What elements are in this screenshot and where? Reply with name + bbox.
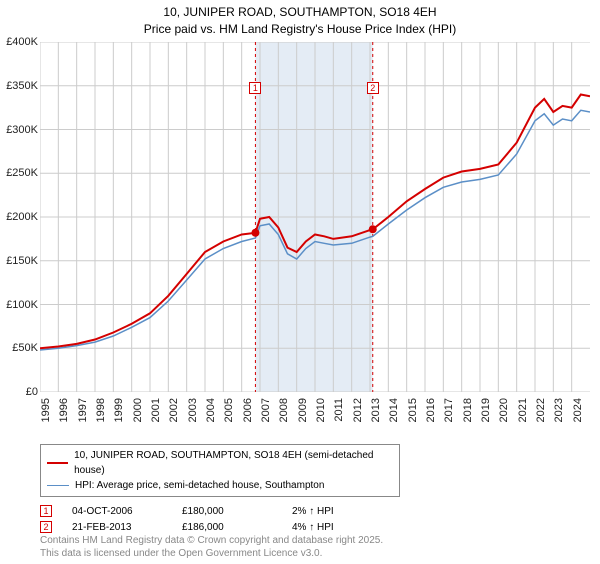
legend-swatch [47,485,69,486]
x-tick-label: 2006 [242,398,254,422]
attribution-text: Contains HM Land Registry data © Crown c… [40,534,383,560]
title-line-1: 10, JUNIPER ROAD, SOUTHAMPTON, SO18 4EH [0,4,600,21]
x-tick-label: 2023 [553,398,565,422]
sale-delta: 4% ↑ HPI [292,522,382,533]
sales-table-row: 2 21-FEB-2013 £186,000 4% ↑ HPI [40,521,590,533]
x-tick-label: 2009 [297,398,309,422]
x-tick-label: 1996 [58,398,70,422]
x-tick-label: 1999 [113,398,125,422]
x-tick-label: 2015 [407,398,419,422]
legend-item: 10, JUNIPER ROAD, SOUTHAMPTON, SO18 4EH … [47,448,393,478]
legend-swatch [47,462,68,464]
attribution-line-2: This data is licensed under the Open Gov… [40,547,383,560]
x-tick-label: 2012 [352,398,364,422]
x-tick-label: 1998 [95,398,107,422]
x-tick-label: 1995 [40,398,52,422]
x-tick-label: 2019 [480,398,492,422]
sales-table-row: 1 04-OCT-2006 £180,000 2% ↑ HPI [40,505,590,517]
x-tick-label: 2001 [150,398,162,422]
sale-price: £186,000 [182,522,272,533]
x-tick-label: 2021 [517,398,529,422]
legend-item: HPI: Average price, semi-detached house,… [47,478,393,493]
legend-label: 10, JUNIPER ROAD, SOUTHAMPTON, SO18 4EH … [74,448,393,478]
x-tick-label: 2007 [260,398,272,422]
chart-title: 10, JUNIPER ROAD, SOUTHAMPTON, SO18 4EH … [0,4,600,38]
y-tick-label: £300K [6,124,38,136]
sale-marker-badge: 1 [40,505,52,517]
x-tick-label: 2020 [498,398,510,422]
sales-table: 1 04-OCT-2006 £180,000 2% ↑ HPI 2 21-FEB-2013… [40,505,590,533]
y-tick-label: £350K [6,80,38,92]
x-tick-label: 2013 [370,398,382,422]
x-axis-labels: 1995 1996 1997 1998 1999 2000 2001 2002 2003 2004… [40,394,590,444]
y-axis-labels: £0£50K£100K£150K£200K£250K£300K£350K£400… [0,42,40,392]
x-tick-label: 2008 [278,398,290,422]
y-tick-label: £50K [12,342,38,354]
x-tick-label: 2022 [535,398,547,422]
x-tick-label: 2011 [333,398,345,422]
x-tick-label: 2000 [132,398,144,422]
x-tick-label: 2018 [462,398,474,422]
y-tick-label: £400K [6,36,38,48]
x-tick-label: 2003 [187,398,199,422]
y-tick-label: £150K [6,255,38,267]
sale-date: 21-FEB-2013 [72,522,162,533]
legend-box: 10, JUNIPER ROAD, SOUTHAMPTON, SO18 4EH … [40,444,400,497]
x-tick-label: 2005 [223,398,235,422]
y-tick-label: £0 [26,386,38,398]
sale-price: £180,000 [182,506,272,517]
attribution-line-1: Contains HM Land Registry data © Crown c… [40,534,383,547]
y-tick-label: £200K [6,211,38,223]
sale-date: 04-OCT-2006 [72,506,162,517]
x-tick-label: 2017 [443,398,455,422]
marker-label-box: 2 [367,82,379,94]
x-tick-label: 1997 [77,398,89,422]
sale-delta: 2% ↑ HPI [292,506,382,517]
legend-area: 10, JUNIPER ROAD, SOUTHAMPTON, SO18 4EH … [40,444,590,537]
chart-svg [40,42,590,392]
x-tick-label: 2010 [315,398,327,422]
sale-marker-badge: 2 [40,521,52,533]
x-tick-label: 2024 [572,398,584,422]
legend-label: HPI: Average price, semi-detached house,… [75,478,324,493]
y-tick-label: £250K [6,167,38,179]
x-tick-label: 2014 [388,398,400,422]
chart-plot-area: 12 [40,42,590,392]
marker-label-box: 1 [249,82,261,94]
chart-container: 10, JUNIPER ROAD, SOUTHAMPTON, SO18 4EH … [0,4,600,564]
x-tick-label: 2004 [205,398,217,422]
x-tick-label: 2016 [425,398,437,422]
y-tick-label: £100K [6,299,38,311]
x-tick-label: 2002 [168,398,180,422]
title-line-2: Price paid vs. HM Land Registry's House … [0,21,600,38]
